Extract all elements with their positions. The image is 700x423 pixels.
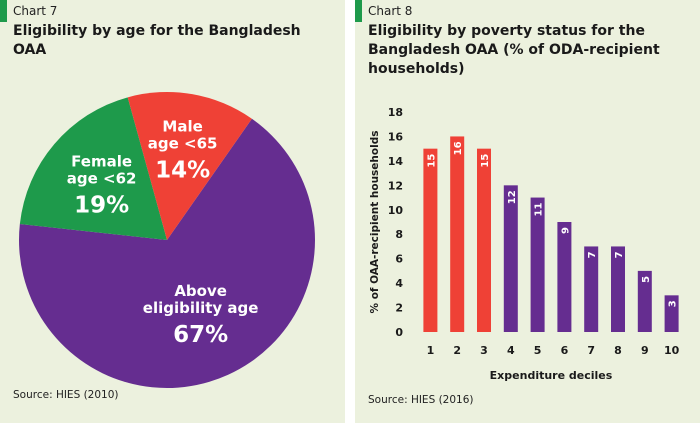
y-tick-label: 6: [395, 253, 403, 266]
x-tick-label: 2: [453, 344, 461, 357]
bar: [611, 246, 625, 332]
chart-title: Eligibility by age for the Bangladesh OA…: [13, 23, 301, 58]
bar-data-label: 15: [426, 154, 437, 168]
pie-slice: [19, 97, 167, 241]
x-tick-label: 1: [427, 344, 435, 357]
chart-title: Eligibility by poverty status for the Ba…: [368, 23, 660, 77]
bar-data-label: 7: [614, 251, 625, 258]
pie-slice: [127, 92, 252, 240]
chart-7-panel: Chart 7 Eligibility by age for the Bangl…: [0, 0, 345, 423]
slice-label-text: Male: [162, 118, 202, 136]
y-tick-label: 14: [388, 155, 404, 168]
x-tick-label: 6: [561, 344, 569, 357]
slice-label-text: eligibility age: [143, 299, 259, 317]
bar-data-label: 15: [480, 154, 491, 168]
slice-label-text: age <65: [148, 135, 218, 153]
bar: [477, 148, 491, 332]
bar: [450, 136, 465, 332]
bar: [530, 197, 545, 332]
slice-label-text: Above: [174, 282, 227, 300]
y-tick-label: 12: [388, 179, 403, 192]
pie-slice: [19, 118, 316, 388]
bar: [637, 270, 652, 332]
x-tick-label: 8: [614, 344, 622, 357]
bar: [423, 148, 438, 332]
y-tick-label: 2: [395, 302, 403, 315]
y-tick-label: 8: [395, 228, 403, 241]
slice-label-text: Female: [71, 152, 132, 170]
bar-data-label: 12: [507, 190, 518, 204]
x-tick-label: 5: [534, 344, 542, 357]
y-axis-label: % of OAA-recipient households: [369, 131, 381, 314]
bar-data-label: 5: [641, 276, 652, 283]
chart-tab-marker: [355, 0, 362, 22]
bar: [584, 246, 599, 332]
x-tick-label: 4: [507, 344, 515, 357]
slice-value-label: 19%: [74, 192, 129, 218]
bar-data-label: 9: [560, 227, 571, 234]
slice-value-label: 14%: [155, 158, 210, 184]
y-tick-label: 0: [395, 326, 403, 339]
chart-tab-marker: [0, 0, 7, 22]
chart-source: Source: HIES (2016): [368, 394, 474, 406]
x-tick-label: 9: [641, 344, 649, 357]
bar: [557, 222, 572, 332]
bar: [664, 295, 679, 332]
x-tick-label: 3: [480, 344, 488, 357]
bar-data-label: 3: [668, 300, 679, 307]
slice-label-text: age <62: [67, 169, 137, 187]
x-axis-label: Expenditure deciles: [490, 369, 613, 382]
chart-8-panel: Chart 8 Eligibility by poverty status fo…: [355, 0, 700, 423]
chart-number: Chart 7: [13, 4, 58, 18]
x-tick-label: 10: [664, 344, 680, 357]
x-tick-label: 7: [587, 344, 595, 357]
bar-data-label: 7: [587, 251, 598, 258]
bar: [503, 185, 518, 332]
bar-data-label: 11: [534, 203, 545, 217]
slice-value-label: 67%: [173, 322, 228, 348]
y-tick-label: 18: [388, 106, 403, 119]
bar-data-label: 16: [453, 141, 464, 155]
y-tick-label: 10: [388, 204, 404, 217]
y-tick-label: 4: [395, 277, 403, 290]
chart-source: Source: HIES (2010): [13, 389, 119, 401]
chart-number: Chart 8: [368, 4, 413, 18]
y-tick-label: 16: [388, 130, 404, 143]
